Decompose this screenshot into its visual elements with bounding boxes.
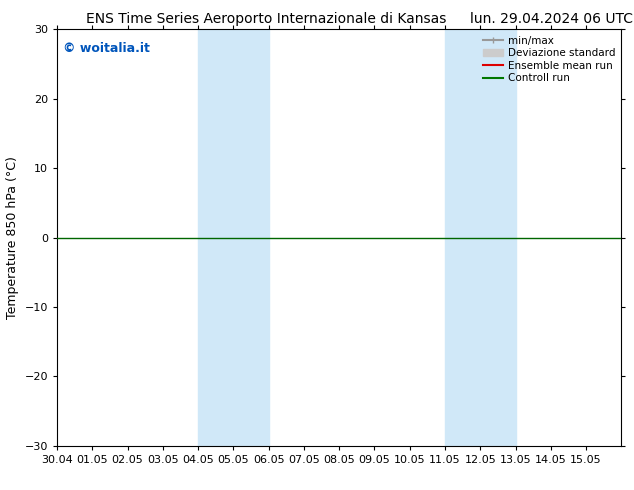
Text: lun. 29.04.2024 06 UTC: lun. 29.04.2024 06 UTC [470,12,633,26]
Legend: min/max, Deviazione standard, Ensemble mean run, Controll run: min/max, Deviazione standard, Ensemble m… [479,32,618,87]
Text: © woitalia.it: © woitalia.it [63,42,150,55]
Bar [445,29,515,446]
Text: ENS Time Series Aeroporto Internazionale di Kansas: ENS Time Series Aeroporto Internazionale… [86,12,446,26]
Y-axis label: Temperature 850 hPa (°C): Temperature 850 hPa (°C) [6,156,19,319]
Bar [198,29,269,446]
